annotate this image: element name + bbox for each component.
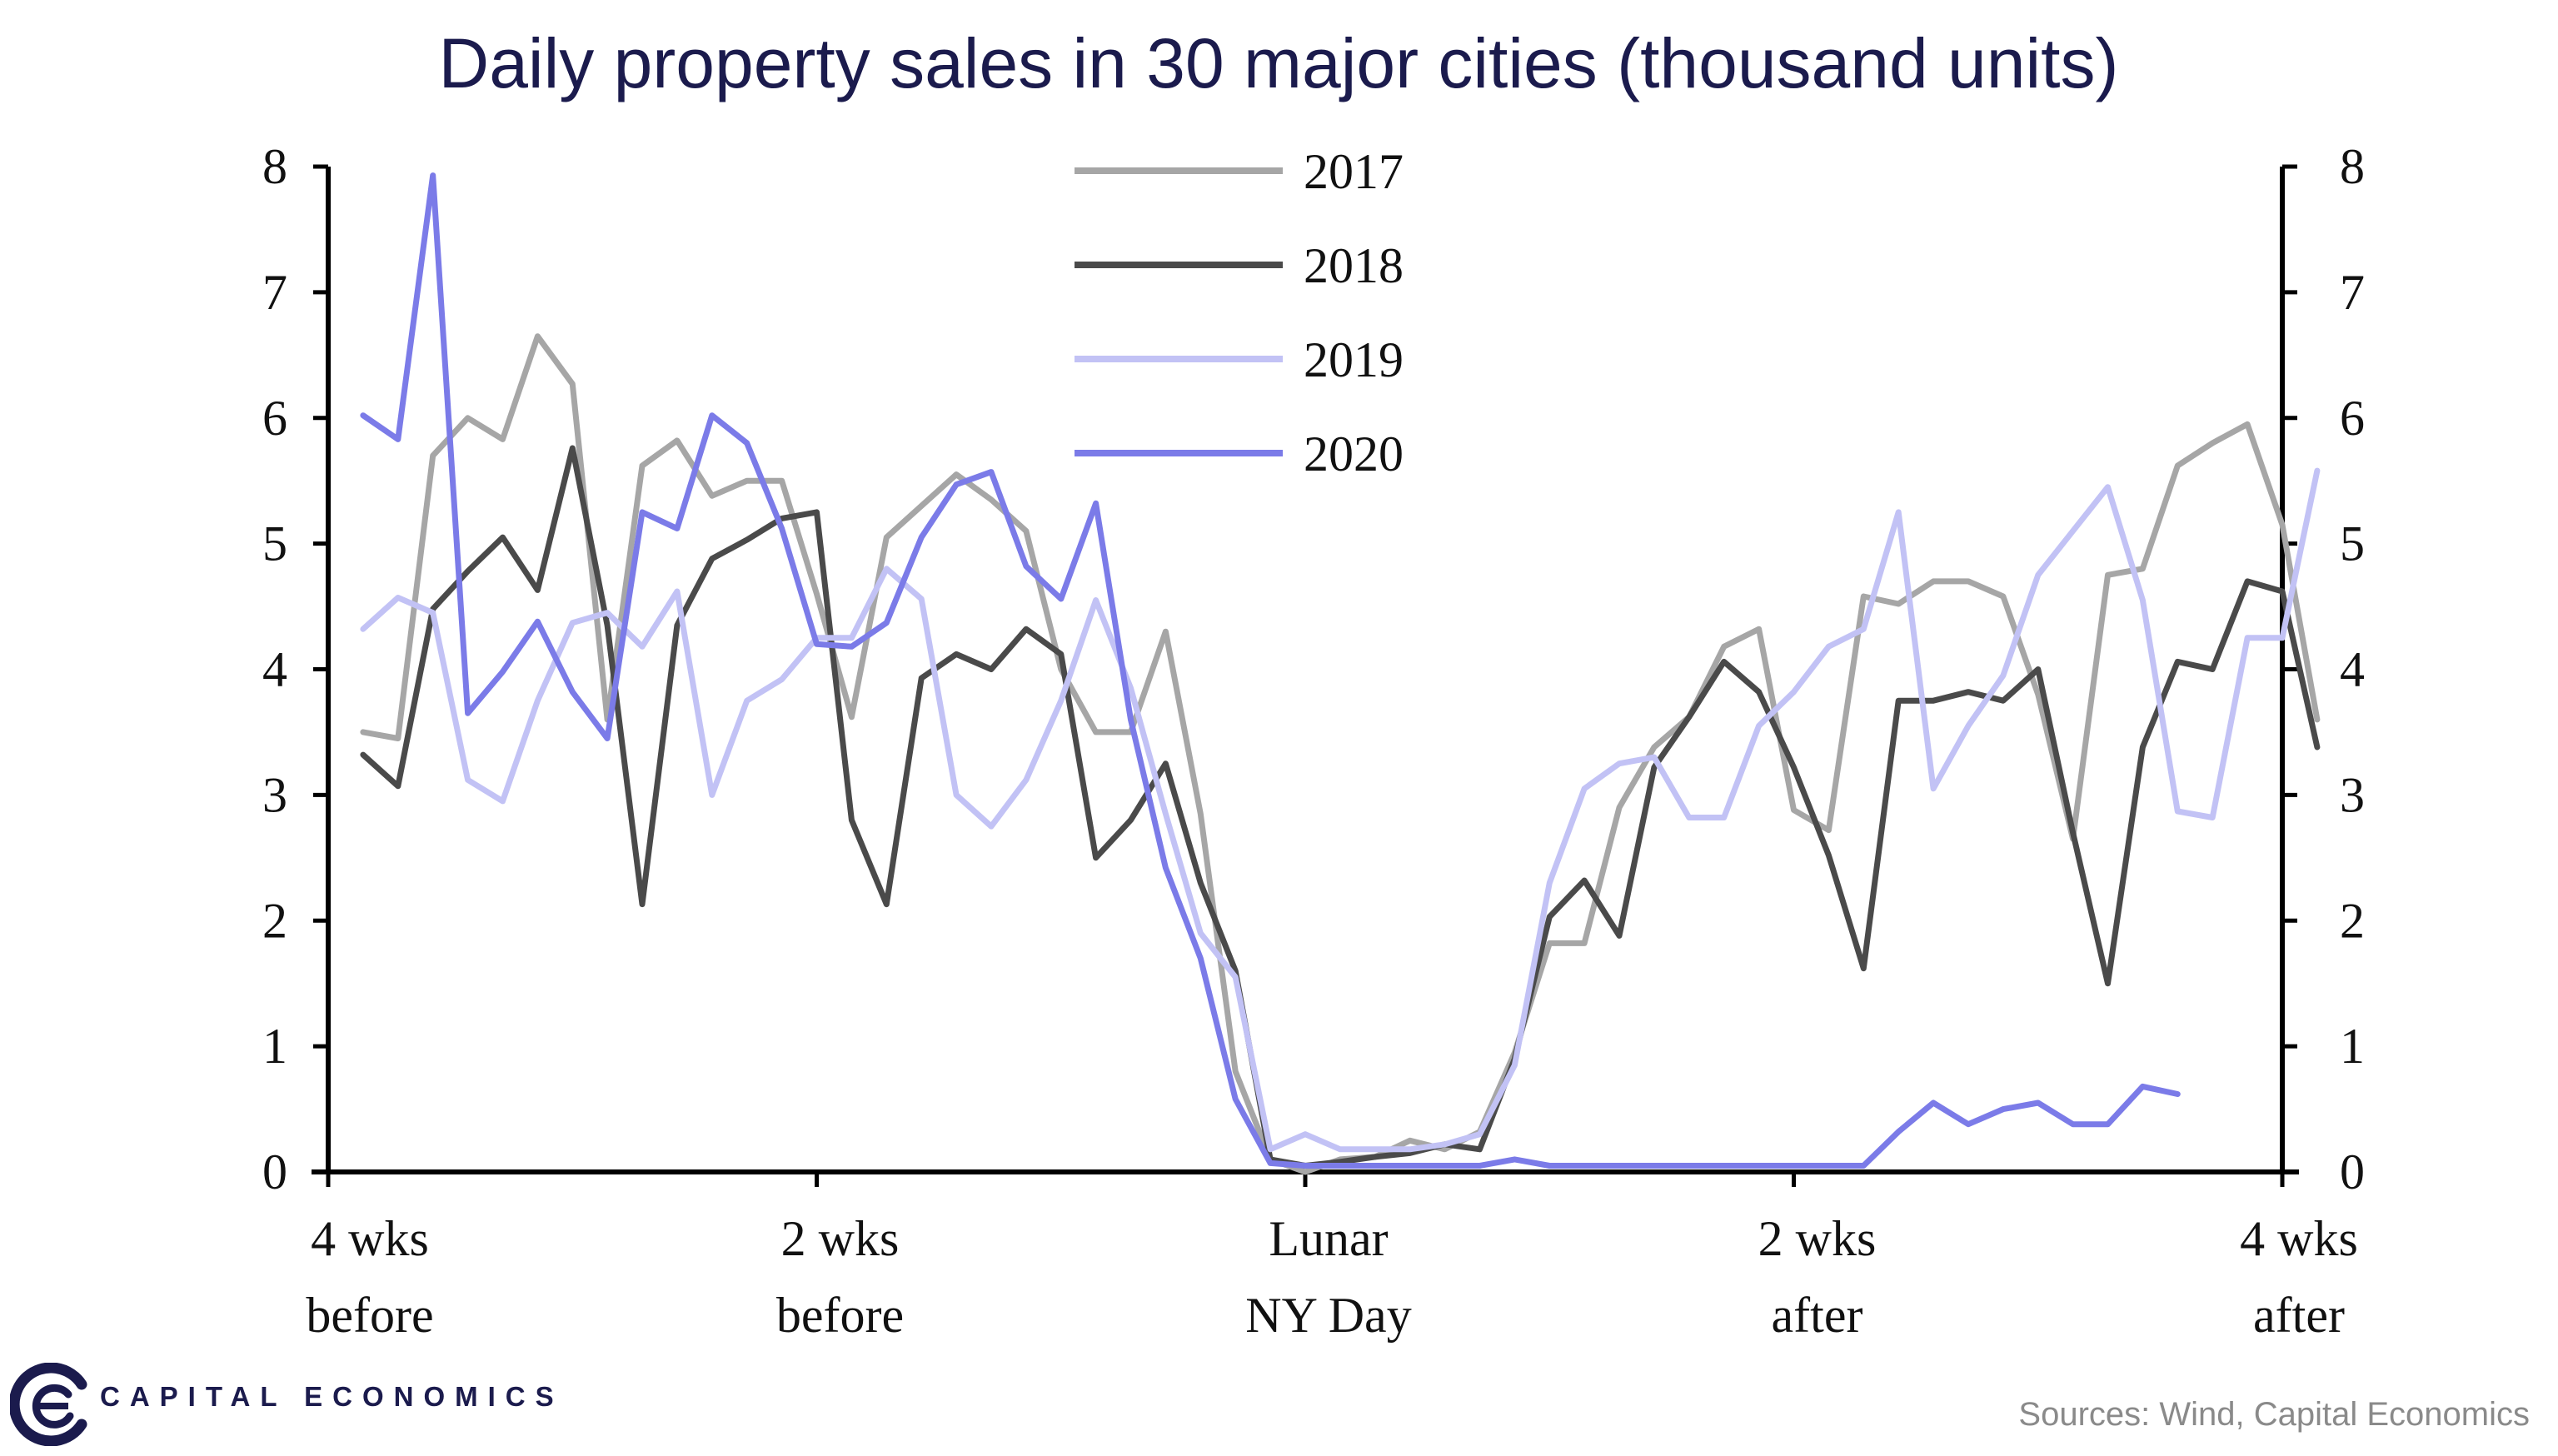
source-note: Sources: Wind, Capital Economics (2018, 1396, 2530, 1433)
chart-title: Daily property sales in 30 major cities … (439, 24, 2119, 102)
y-tick-label-left: 2 (262, 893, 287, 948)
x-tick-label: after (1772, 1288, 1863, 1343)
legend-label-2019: 2019 (1304, 332, 1404, 387)
y-tick-label-right: 2 (2340, 893, 2365, 948)
x-tick-label: before (776, 1288, 904, 1343)
x-tick-label: 2 wks (1758, 1211, 1877, 1266)
y-tick-label-left: 4 (262, 642, 287, 697)
y-tick-label-right: 5 (2340, 516, 2365, 571)
y-tick-label-left: 7 (262, 265, 287, 320)
series-line-2020 (360, 172, 2181, 1169)
y-tick-label-left: 0 (262, 1144, 287, 1199)
x-tick-label: Lunar (1269, 1211, 1388, 1266)
x-tick-label: 4 wks (311, 1211, 429, 1266)
y-tick-label-left: 8 (262, 139, 287, 194)
legend-label-2017: 2017 (1304, 144, 1404, 199)
x-tick-label: 2 wks (781, 1211, 900, 1266)
y-tick-label-right: 4 (2340, 642, 2365, 697)
chart-axes: 0 0 1 1 2 2 3 3 4 4 5 5 6 6 7 7 8 8 4 wks before 2 wks before… (262, 139, 2365, 1343)
y-tick-label-left: 1 (262, 1019, 287, 1074)
y-tick-label-left: 3 (262, 767, 287, 822)
y-tick-label-right: 0 (2340, 1144, 2365, 1199)
x-tick-label: before (306, 1288, 433, 1343)
legend-label-2020: 2020 (1304, 426, 1404, 481)
y-tick-label-left: 6 (262, 391, 287, 446)
y-tick-label-right: 8 (2340, 139, 2365, 194)
x-tick-label: 4 wks (2240, 1211, 2358, 1266)
legend-label-2018: 2018 (1304, 238, 1404, 293)
y-tick-label-left: 5 (262, 516, 287, 571)
x-tick-label: NY Day (1245, 1288, 1411, 1343)
y-tick-label-right: 3 (2340, 767, 2365, 822)
y-tick-label-right: 6 (2340, 391, 2365, 446)
x-tick-label: after (2253, 1288, 2345, 1343)
series-layer (360, 172, 2321, 1175)
chart-legend: 2017 2018 2019 2020 (1075, 144, 1404, 481)
company-name: CAPITAL ECONOMICS (100, 1381, 564, 1412)
series-line-2019 (360, 467, 2321, 1153)
series-line-2018 (360, 445, 2321, 1169)
y-tick-label-right: 7 (2340, 265, 2365, 320)
capital-economics-logo-icon (10, 1363, 87, 1446)
y-tick-label-right: 1 (2340, 1019, 2365, 1074)
